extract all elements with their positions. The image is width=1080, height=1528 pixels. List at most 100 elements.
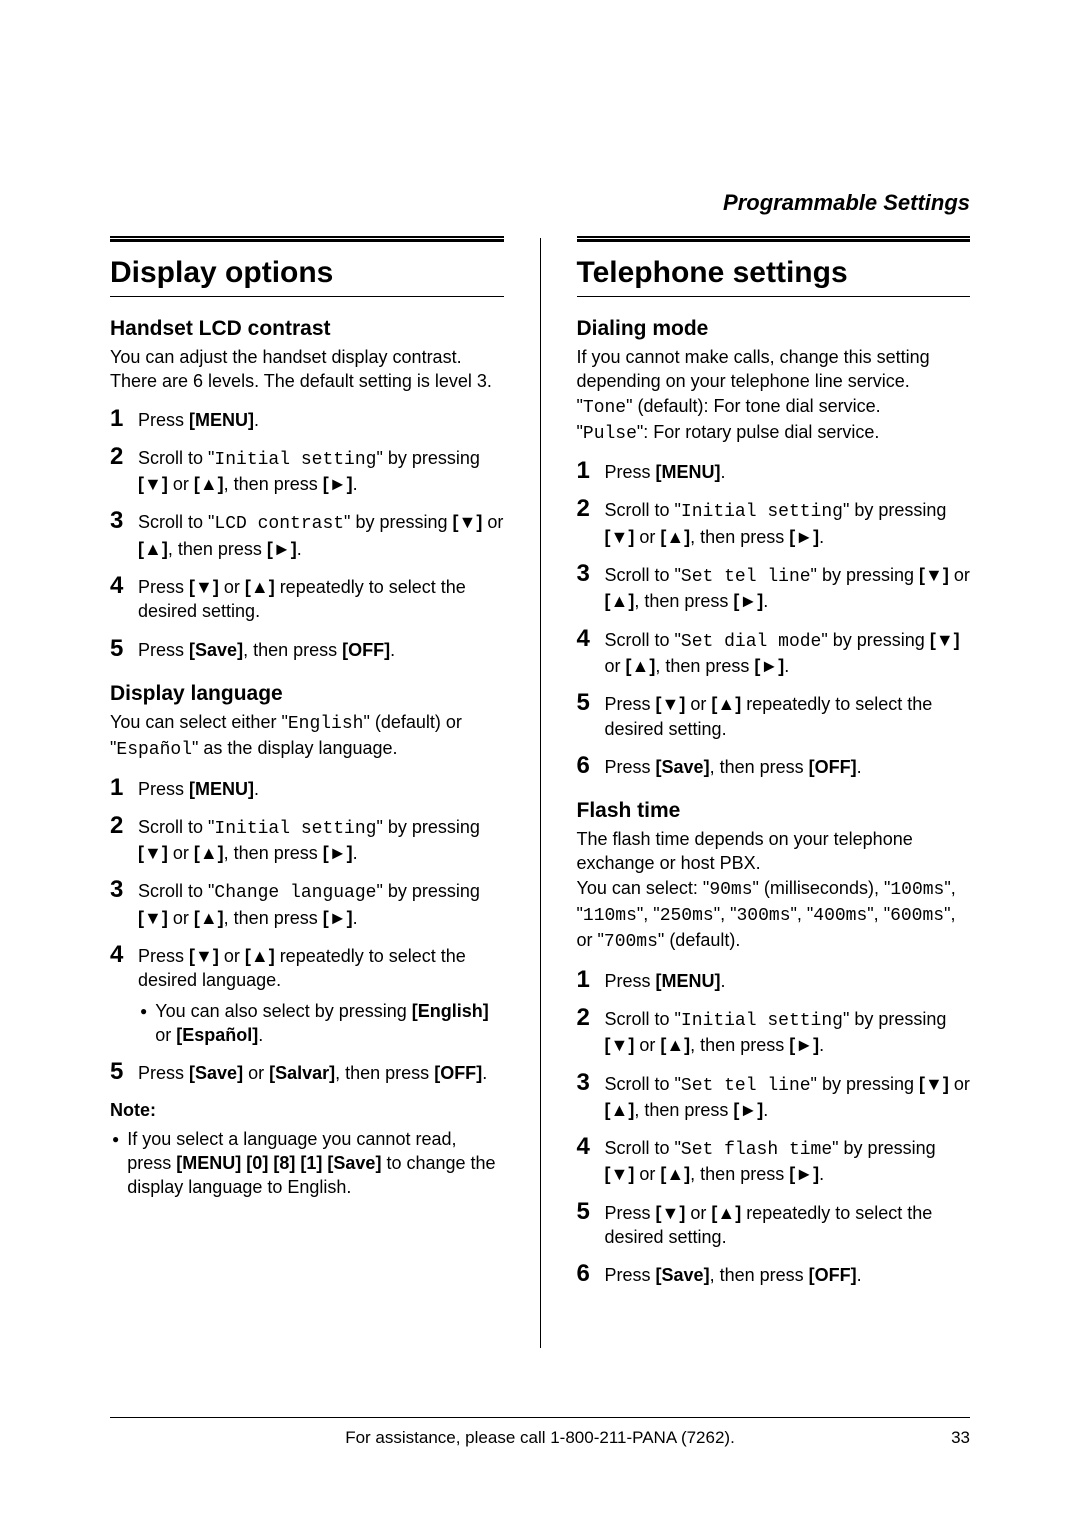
off-button: OFF: [809, 757, 857, 777]
down-icon: ▼: [189, 944, 219, 968]
step-number: 2: [110, 813, 128, 838]
digit-1-button: 1: [300, 1153, 322, 1173]
t: " by pressing: [832, 1138, 935, 1158]
t: Scroll to ": [138, 881, 214, 901]
t: " (milliseconds), ": [753, 878, 891, 898]
down-icon: ▼: [919, 563, 949, 587]
note-bullets: If you select a language you cannot read…: [110, 1127, 504, 1200]
rule-thick: [577, 236, 971, 242]
t: Scroll to ": [605, 1009, 681, 1029]
step-body: Press Save or Salvar, then press OFF.: [138, 1059, 504, 1085]
t: , then press: [224, 908, 323, 928]
step-body: Scroll to "Initial setting" by pressing …: [605, 496, 971, 549]
t: or: [634, 1164, 660, 1184]
step-body: Press ▼ or ▲ repeatedly to select the de…: [605, 690, 971, 741]
t: Press: [138, 577, 189, 597]
down-icon: ▼: [656, 692, 686, 716]
down-icon: ▼: [605, 1033, 635, 1057]
right-icon: ►: [754, 654, 784, 678]
step-number: 2: [110, 444, 128, 469]
lcd-steps: 1 Press MENU. 2 Scroll to "Initial setti…: [110, 406, 504, 662]
t: or: [168, 474, 194, 494]
right-icon: ►: [733, 589, 763, 613]
menu-button: MENU: [656, 462, 721, 482]
down-icon: ▼: [605, 1162, 635, 1186]
t: , then press: [335, 1063, 434, 1083]
mono: 700ms: [604, 932, 658, 952]
menu-button: MENU: [176, 1153, 241, 1173]
t: , then press: [655, 656, 754, 676]
step-body: Press MENU.: [605, 458, 971, 484]
mono: 400ms: [813, 906, 867, 926]
note-heading: Note:: [110, 1100, 504, 1121]
salvar-button: Salvar: [269, 1063, 335, 1083]
dial-pulse-line: "Pulse": For rotary pulse dial service.: [577, 420, 971, 446]
heading-lcd-contrast: Handset LCD contrast: [110, 317, 504, 341]
down-icon: ▼: [453, 510, 483, 534]
step-number: 3: [577, 561, 595, 586]
column-separator: [540, 238, 541, 1348]
step-number: 1: [577, 967, 595, 992]
step-number: 6: [577, 1261, 595, 1286]
t: or: [482, 512, 503, 532]
note-text: If you select a language you cannot read…: [127, 1127, 503, 1200]
sub-bullet-text: You can also select by pressing English …: [155, 999, 503, 1048]
english-button: English: [412, 1001, 489, 1021]
t: ", ": [637, 904, 660, 924]
mono: 250ms: [660, 906, 714, 926]
dial-intro: If you cannot make calls, change this se…: [577, 345, 971, 394]
mono: Set tel line: [681, 567, 811, 587]
t: Scroll to ": [605, 630, 681, 650]
mono: Initial setting: [681, 502, 843, 522]
t: Press: [138, 779, 189, 799]
off-button: OFF: [434, 1063, 482, 1083]
mono: Pulse: [583, 424, 637, 444]
heading-dialing-mode: Dialing mode: [577, 317, 971, 341]
t: " as the display language.: [192, 738, 398, 758]
right-icon: ►: [789, 525, 819, 549]
down-icon: ▼: [138, 472, 168, 496]
step-number: 1: [577, 458, 595, 483]
t: You can also select by pressing: [155, 1001, 412, 1021]
spacer: [110, 1428, 160, 1448]
mono: Español: [116, 740, 192, 760]
t: or: [155, 1025, 176, 1045]
mono: Initial setting: [681, 1011, 843, 1031]
down-icon: ▼: [189, 575, 219, 599]
t: or: [243, 1063, 269, 1083]
t: " by pressing: [843, 1009, 946, 1029]
t: Press: [138, 640, 189, 660]
lang-steps: 1 Press MENU. 2 Scroll to "Initial setti…: [110, 775, 504, 1086]
left-column: Display options Handset LCD contrast You…: [110, 228, 504, 1348]
up-icon: ▲: [660, 1162, 690, 1186]
step-number: 4: [110, 942, 128, 967]
step-number: 5: [110, 636, 128, 661]
t: " by pressing: [376, 448, 479, 468]
right-icon: ►: [323, 472, 353, 496]
t: Press: [138, 410, 189, 430]
t: , then press: [243, 640, 342, 660]
t: " by pressing: [843, 500, 946, 520]
t: , then press: [224, 474, 323, 494]
t: Scroll to ": [138, 448, 214, 468]
step-body: Press MENU.: [605, 967, 971, 993]
right-icon: ►: [267, 537, 297, 561]
t: , then press: [224, 843, 323, 863]
t: " by pressing: [811, 1074, 919, 1094]
step-number: 5: [577, 1199, 595, 1224]
t: Scroll to ": [605, 500, 681, 520]
step-body: Scroll to "Set tel line" by pressing ▼ o…: [605, 1070, 971, 1123]
step-number: 3: [577, 1070, 595, 1095]
rule-thin: [110, 296, 504, 297]
save-button: Save: [656, 1265, 710, 1285]
step-number: 3: [110, 508, 128, 533]
digit-0-button: 0: [246, 1153, 268, 1173]
up-icon: ▲: [711, 692, 741, 716]
up-icon: ▲: [138, 537, 168, 561]
step-number: 5: [110, 1059, 128, 1084]
step-body: Scroll to "Set dial mode" by pressing ▼ …: [605, 626, 971, 679]
up-icon: ▲: [194, 472, 224, 496]
mono: 90ms: [709, 880, 752, 900]
lang-intro: You can select either "English" (default…: [110, 710, 504, 763]
t: , then press: [168, 539, 267, 559]
